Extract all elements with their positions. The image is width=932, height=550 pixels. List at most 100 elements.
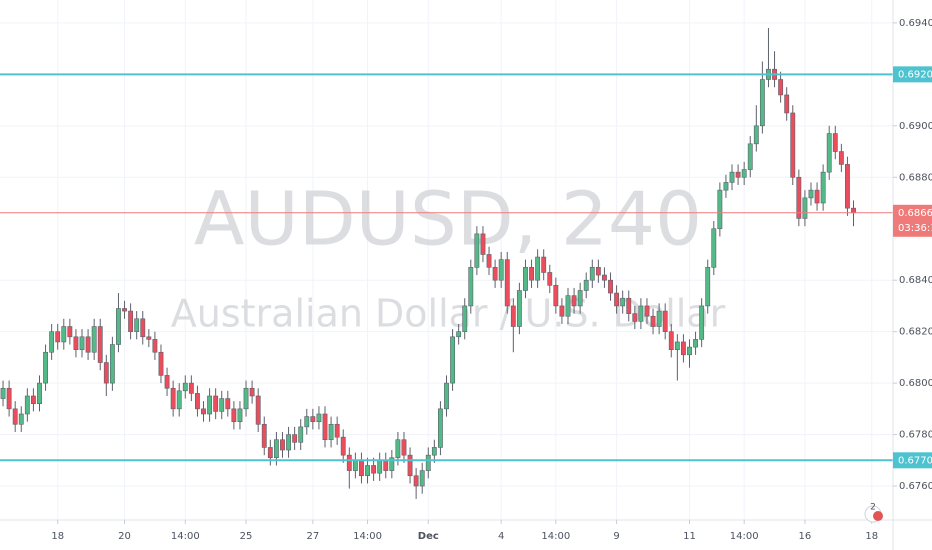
countdown: 03:36:17 xyxy=(898,223,932,234)
candle-body xyxy=(49,331,55,353)
candle-body xyxy=(741,169,747,178)
candle-body xyxy=(152,339,158,353)
candle-body xyxy=(128,310,134,332)
x-tick-label: 27 xyxy=(306,531,319,542)
watermark: AUDUSD, 240 xyxy=(194,177,702,263)
candle-body xyxy=(535,256,541,281)
candle-body xyxy=(316,413,322,423)
candle-body xyxy=(668,331,674,350)
candle-body xyxy=(608,279,613,294)
candle-body xyxy=(717,189,723,230)
candle-body xyxy=(18,413,24,425)
candle-body xyxy=(116,308,121,345)
candle-body xyxy=(425,454,431,471)
candle-body xyxy=(729,171,735,183)
candle-body xyxy=(462,305,468,332)
x-tick-label: 4 xyxy=(498,531,504,542)
candle-body xyxy=(140,318,146,338)
candle-body xyxy=(249,387,255,397)
candle-body xyxy=(650,315,656,327)
candle-body xyxy=(735,171,741,178)
candle-body xyxy=(182,382,188,392)
candle-body xyxy=(595,267,601,276)
x-tick-label: 14:00 xyxy=(353,531,382,542)
candle-body xyxy=(759,79,765,127)
candle-body xyxy=(851,207,856,214)
candle-body xyxy=(474,233,480,268)
candle-body xyxy=(79,336,85,350)
candle-body xyxy=(450,336,456,384)
candle-body xyxy=(207,395,213,415)
candle-body xyxy=(267,447,273,459)
level-label-box xyxy=(893,452,932,469)
candle-body xyxy=(705,267,711,307)
y-tick-label: 0.69400 xyxy=(899,18,932,29)
candle-body xyxy=(784,94,790,114)
x-tick-label: 14:00 xyxy=(730,531,759,542)
candle-body xyxy=(820,171,826,204)
candle-body xyxy=(273,439,279,459)
candle-body xyxy=(340,436,346,456)
candle-body xyxy=(37,382,42,405)
candle-body xyxy=(589,267,595,281)
candle-body xyxy=(444,382,449,410)
candle-body xyxy=(571,295,577,307)
candle-body xyxy=(6,387,12,410)
candle-body xyxy=(103,362,109,384)
candle-body xyxy=(845,164,850,209)
candle-body xyxy=(61,326,67,343)
badge: 2 xyxy=(864,503,883,523)
candle-body xyxy=(346,454,352,471)
candle-body xyxy=(286,434,291,451)
candle-body xyxy=(213,395,219,412)
candle-body xyxy=(73,336,79,350)
x-tick-label: 25 xyxy=(240,531,253,542)
candle-body xyxy=(231,408,237,423)
badge-count[interactable]: 2 xyxy=(870,503,876,513)
last-price-label: 0.68662 xyxy=(898,208,932,219)
candle-body xyxy=(838,151,844,165)
candle-body xyxy=(656,310,662,327)
x-tick-label: 18 xyxy=(865,531,878,542)
candle-body xyxy=(0,387,6,399)
candle-body xyxy=(480,233,486,255)
candle-body xyxy=(790,112,796,178)
candle-body xyxy=(796,176,802,219)
candle-body xyxy=(134,318,140,332)
candle-body xyxy=(674,341,680,350)
candle-body xyxy=(778,79,784,96)
candle-body xyxy=(529,267,534,281)
candle-body xyxy=(814,189,820,204)
candle-body xyxy=(371,465,377,474)
candle-body xyxy=(826,133,832,173)
candle-body xyxy=(352,460,358,471)
candle-body xyxy=(237,408,243,423)
candle-body xyxy=(170,387,176,410)
candle-body xyxy=(67,326,73,338)
grid xyxy=(0,0,893,520)
candle-body xyxy=(644,305,650,317)
level-label-box xyxy=(893,66,932,83)
x-tick-label: 11 xyxy=(683,531,696,542)
candle-body xyxy=(699,305,705,340)
candle-body xyxy=(395,439,401,459)
candle-body xyxy=(802,197,808,219)
candle-body xyxy=(146,336,152,340)
candle-body xyxy=(468,267,474,307)
candle-body xyxy=(419,470,425,487)
candle-body xyxy=(85,336,91,353)
candle-body xyxy=(431,447,437,456)
candle-body xyxy=(243,387,249,410)
candle-body xyxy=(377,460,383,474)
x-tick-label: 9 xyxy=(613,531,619,542)
candle-body xyxy=(711,228,717,268)
candle-body xyxy=(334,423,340,438)
